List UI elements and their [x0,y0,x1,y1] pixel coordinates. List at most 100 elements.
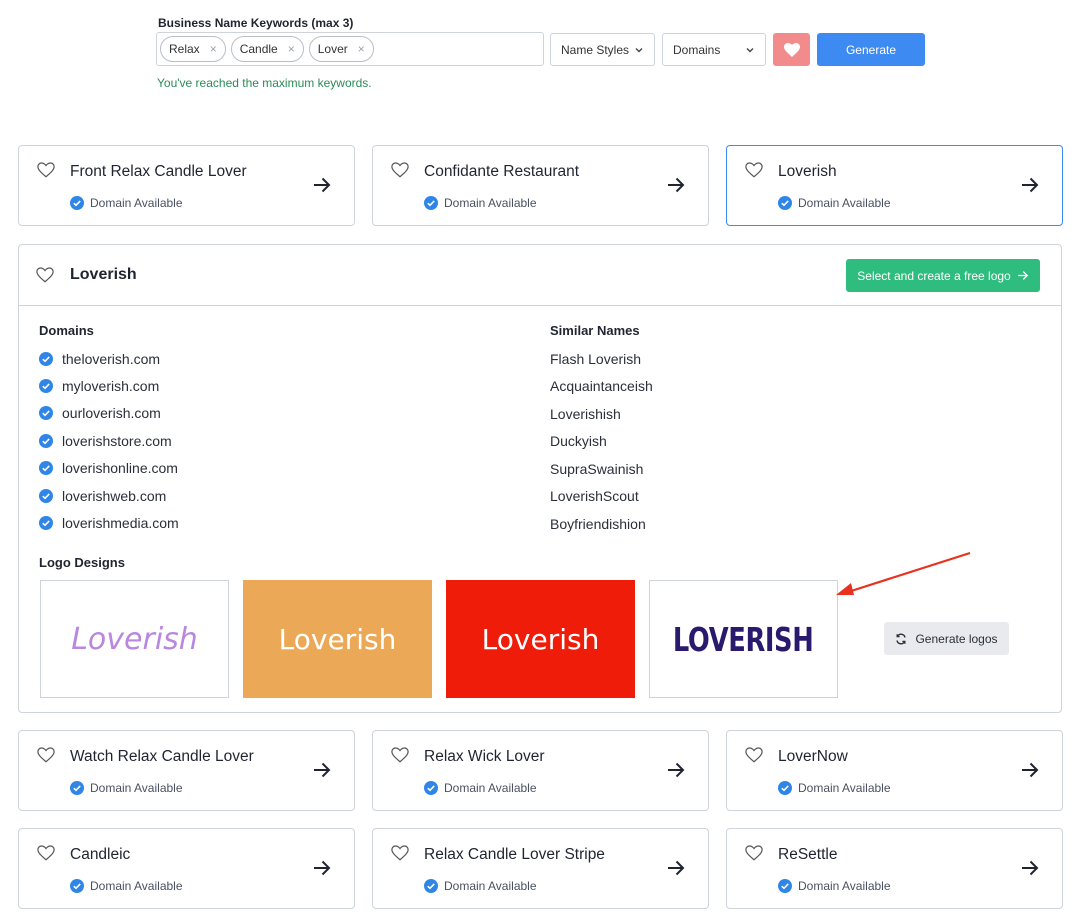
result-card[interactable]: LoverNow Domain Available [726,730,1063,811]
logo-design-3[interactable]: Loverish [446,580,635,698]
domain-status: Domain Available [70,879,183,893]
similar-name-item[interactable]: Acquaintanceish [550,378,653,395]
logo-design-2[interactable]: Loverish [243,580,432,698]
business-name: Candleic [70,846,131,863]
domain-item[interactable]: loverishmedia.com [39,509,179,536]
logo-design-4[interactable]: LOVERISH [649,580,838,698]
domain-item[interactable]: loverishonline.com [39,455,179,482]
check-circle-icon [778,781,792,795]
arrow-right-icon[interactable] [1020,761,1040,779]
result-card[interactable]: Relax Wick Lover Domain Available [372,730,709,811]
check-circle-icon [39,516,53,531]
similar-name-item[interactable]: Flash Loverish [550,350,642,367]
check-circle-icon [778,196,792,210]
generate-logos-button[interactable]: Generate logos [884,622,1009,655]
domain-item[interactable]: theloverish.com [39,345,179,372]
check-circle-icon [39,351,53,366]
remove-chip-icon[interactable]: × [357,42,365,56]
annotation-arrow-icon [836,551,971,595]
similar-name-item[interactable]: Boyfriendishion [550,515,646,532]
domain-status: Domain Available [70,781,183,795]
keywords-input[interactable]: Relax × Candle × Lover × [156,32,544,66]
chevron-down-icon [746,47,754,52]
domain-item[interactable]: loverishstore.com [39,427,179,454]
result-card[interactable]: Relax Candle Lover Stripe Domain Availab… [372,828,709,909]
similar-names-list: Flash Loverish Acquaintanceish Loverishi… [550,345,653,538]
check-circle-icon [39,461,53,476]
logo-designs-heading: Logo Designs [39,555,125,570]
heart-outline-icon[interactable] [745,845,763,861]
similar-name-item[interactable]: LoverishScout [550,488,639,505]
check-circle-icon [70,196,84,210]
logo-design-1[interactable]: Loverish [40,580,229,698]
business-name: Relax Wick Lover [424,748,545,765]
favorites-button[interactable] [773,33,810,66]
domain-status: Domain Available [778,781,891,795]
arrow-right-icon[interactable] [1020,859,1040,877]
business-name: Watch Relax Candle Lover [70,748,254,765]
check-circle-icon [424,781,438,795]
domain-item[interactable]: myloverish.com [39,372,179,399]
heart-outline-icon[interactable] [37,845,55,861]
result-card[interactable]: Watch Relax Candle Lover Domain Availabl… [18,730,355,811]
similar-name-item[interactable]: Duckyish [550,433,607,450]
similar-name-item[interactable]: SupraSwainish [550,460,644,477]
business-name: Confidante Restaurant [424,163,580,180]
heart-outline-icon[interactable] [745,747,763,763]
result-card[interactable]: Candleic Domain Available [18,828,355,909]
result-card[interactable]: Front Relax Candle Lover Domain Availabl… [18,145,355,226]
heart-outline-icon[interactable] [391,845,409,861]
arrow-right-icon[interactable] [312,176,332,194]
check-circle-icon [424,196,438,210]
chevron-down-icon [635,47,643,52]
create-logo-button[interactable]: Select and create a free logo [846,259,1040,292]
domain-status: Domain Available [424,879,537,893]
detail-header: Loverish Select and create a free logo [19,245,1061,306]
check-circle-icon [39,379,53,394]
detail-title: Loverish [70,266,137,283]
domain-status: Domain Available [778,879,891,893]
check-circle-icon [39,406,53,421]
arrow-right-icon[interactable] [312,859,332,877]
name-styles-select[interactable]: Name Styles [550,33,655,66]
heart-outline-icon[interactable] [745,162,763,178]
domain-status: Domain Available [70,196,183,210]
heart-outline-icon[interactable] [391,747,409,763]
check-circle-icon [39,488,53,503]
domain-status: Domain Available [424,196,537,210]
remove-chip-icon[interactable]: × [287,42,295,56]
arrow-right-icon[interactable] [312,761,332,779]
result-card[interactable]: ReSettle Domain Available [726,828,1063,909]
keywords-label: Business Name Keywords (max 3) [158,16,354,30]
remove-chip-icon[interactable]: × [209,42,217,56]
check-circle-icon [70,879,84,893]
check-circle-icon [424,879,438,893]
domain-item[interactable]: loverishweb.com [39,482,179,509]
keyword-chip-lover[interactable]: Lover × [308,36,374,62]
business-name: ReSettle [778,846,838,863]
check-circle-icon [70,781,84,795]
heart-outline-icon[interactable] [37,747,55,763]
keyword-chip-relax[interactable]: Relax × [160,36,226,62]
arrow-right-icon[interactable] [666,176,686,194]
result-card-selected[interactable]: Loverish Domain Available [726,145,1063,226]
domain-list: theloverish.com myloverish.com ourloveri… [39,345,179,537]
similar-names-heading: Similar Names [550,323,640,338]
business-name: LoverNow [778,748,848,765]
keyword-chip-candle[interactable]: Candle × [230,36,304,62]
similar-name-item[interactable]: Loverishish [550,405,621,422]
arrow-right-icon[interactable] [1020,176,1040,194]
domain-item[interactable]: ourloverish.com [39,400,179,427]
domains-heading: Domains [39,323,94,338]
heart-outline-icon[interactable] [391,162,409,178]
heart-outline-icon[interactable] [36,267,54,283]
check-circle-icon [39,433,53,448]
domain-status: Domain Available [778,196,891,210]
generate-button[interactable]: Generate [817,33,925,66]
arrow-right-icon[interactable] [666,761,686,779]
arrow-right-icon[interactable] [666,859,686,877]
domain-status: Domain Available [424,781,537,795]
domains-select[interactable]: Domains [662,33,766,66]
result-card[interactable]: Confidante Restaurant Domain Available [372,145,709,226]
heart-outline-icon[interactable] [37,162,55,178]
